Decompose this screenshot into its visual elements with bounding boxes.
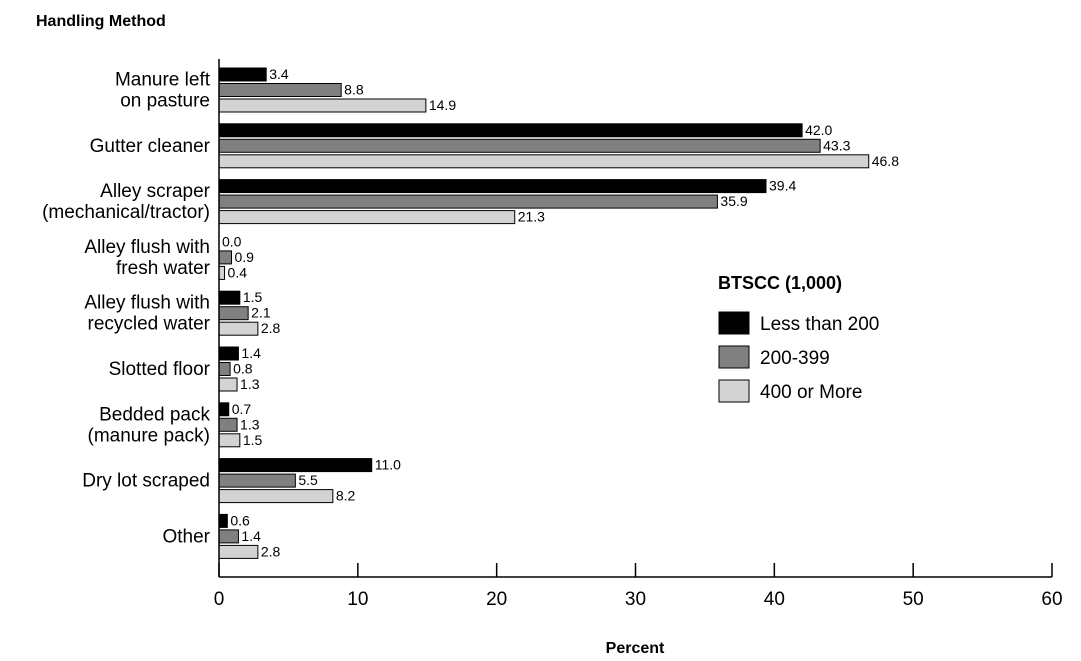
category-label: recycled water <box>88 314 211 335</box>
category-label: Slotted floor <box>109 359 211 380</box>
value-label: 0.0 <box>222 233 242 249</box>
x-tick-label: 10 <box>347 589 368 610</box>
value-label: 46.8 <box>872 153 899 169</box>
value-label: 2.8 <box>261 543 281 559</box>
value-label: 1.4 <box>241 345 261 361</box>
value-label: 0.7 <box>232 401 252 417</box>
bar <box>218 67 267 82</box>
category-label: on pasture <box>120 91 210 112</box>
value-label: 1.3 <box>240 416 260 432</box>
bar <box>218 290 241 305</box>
bar <box>218 123 803 138</box>
category-label: Gutter cleaner <box>90 136 211 157</box>
x-tick-label: 30 <box>625 589 646 610</box>
category-label: (mechanical/tractor) <box>42 202 210 223</box>
bar <box>218 179 767 194</box>
bar <box>218 306 249 321</box>
x-tick-label: 50 <box>903 589 924 610</box>
category-label: Other <box>162 526 210 547</box>
value-label: 0.9 <box>234 249 254 265</box>
x-axis-label: Percent <box>606 640 665 657</box>
x-tick-label: 60 <box>1041 589 1062 610</box>
category-label: Alley flush with <box>84 237 210 258</box>
bar <box>218 362 231 376</box>
bar <box>218 489 334 504</box>
legend-swatch <box>718 311 750 335</box>
bar <box>218 194 718 209</box>
value-label: 42.0 <box>805 122 832 138</box>
value-label: 3.4 <box>269 66 289 82</box>
value-label: 0.8 <box>233 361 253 377</box>
legend-label: 400 or More <box>760 382 862 403</box>
value-label: 8.8 <box>344 82 364 98</box>
bar <box>218 98 427 113</box>
category-label: (manure pack) <box>88 425 211 446</box>
value-label: 5.5 <box>298 472 318 488</box>
value-label: 2.8 <box>261 320 281 336</box>
x-tick-label: 0 <box>214 589 225 610</box>
value-label: 1.3 <box>240 376 260 392</box>
bar <box>218 250 232 265</box>
chart-title: Handling Method <box>36 13 166 30</box>
bar <box>218 83 342 97</box>
legend-title: BTSCC (1,000) <box>718 273 842 293</box>
bar <box>218 377 238 392</box>
category-label: Alley scraper <box>100 181 210 202</box>
bar <box>218 265 226 280</box>
bar <box>218 346 239 361</box>
value-label: 8.2 <box>336 488 356 504</box>
bar <box>218 458 373 473</box>
category-label: Bedded pack <box>99 404 210 425</box>
category-label: fresh water <box>116 258 211 279</box>
bar <box>218 513 228 528</box>
x-tick-label: 20 <box>486 589 507 610</box>
category-label: Dry lot scraped <box>82 471 210 492</box>
value-label: 0.4 <box>228 264 248 280</box>
legend-label: Less than 200 <box>760 314 879 335</box>
bar <box>218 473 296 488</box>
bar <box>218 138 821 153</box>
value-label: 39.4 <box>769 178 796 194</box>
x-axis-ticks-group: 0 10 20 30 40 50 60 <box>214 563 1063 610</box>
legend: Less than 200 200-399 400 or More <box>718 311 879 403</box>
bar <box>218 544 259 559</box>
value-label: 43.3 <box>823 137 850 153</box>
bar <box>218 321 259 336</box>
value-label: 11.0 <box>375 457 401 473</box>
value-label: 0.6 <box>230 512 250 528</box>
bar <box>218 210 516 225</box>
bar <box>218 402 230 417</box>
value-label: 1.5 <box>243 289 263 305</box>
value-label: 2.1 <box>251 305 271 321</box>
bar <box>218 529 239 544</box>
value-label: 21.3 <box>518 209 545 225</box>
category-label: Alley flush with <box>84 293 210 314</box>
bar <box>218 417 238 432</box>
legend-swatch <box>718 345 750 369</box>
value-label: 35.9 <box>720 193 747 209</box>
bar <box>218 154 870 169</box>
category-label: Manure left <box>115 70 211 91</box>
legend-label: 200-399 <box>760 348 830 369</box>
value-label: 14.9 <box>429 97 456 113</box>
x-tick-label: 40 <box>764 589 785 610</box>
bar <box>218 433 241 448</box>
value-label: 1.5 <box>243 432 263 448</box>
legend-swatch <box>718 379 750 403</box>
value-labels-group: 3.4 8.8 14.9 42.043.3 46.8 39.4 35.9 21.3 0.00.9… <box>222 66 899 559</box>
value-label: 1.4 <box>241 528 261 544</box>
